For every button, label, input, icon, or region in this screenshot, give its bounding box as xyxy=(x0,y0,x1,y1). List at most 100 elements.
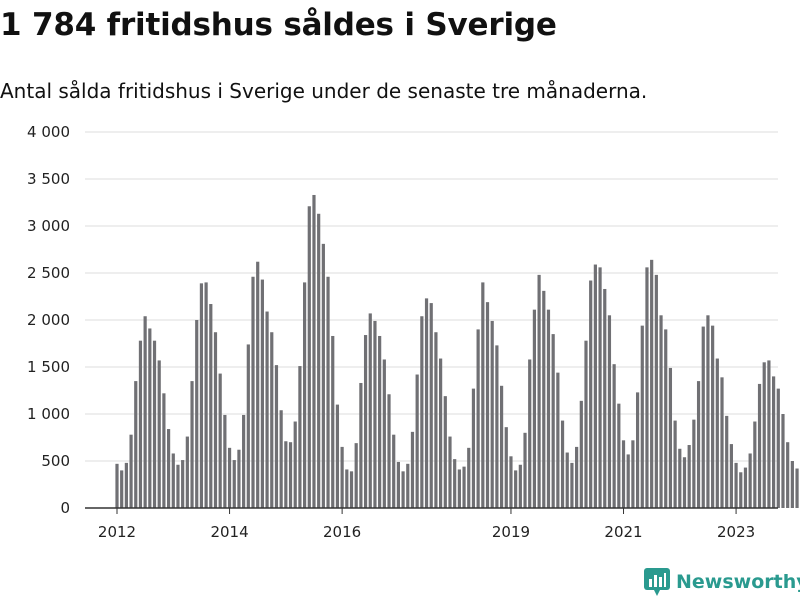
bar xyxy=(181,460,185,508)
bar xyxy=(767,360,771,508)
y-tick-label: 3 500 xyxy=(27,170,70,188)
bar xyxy=(195,320,199,508)
bar xyxy=(434,332,438,508)
bar xyxy=(575,446,579,508)
bar xyxy=(645,267,649,508)
bar xyxy=(640,325,644,508)
bar xyxy=(429,303,433,508)
bar xyxy=(359,382,363,508)
newsworthy-logo[interactable]: Newsworthy xyxy=(644,568,800,596)
bar xyxy=(331,335,335,508)
bar xyxy=(443,396,447,508)
bar xyxy=(382,359,386,508)
bar xyxy=(621,440,626,508)
bar xyxy=(401,471,405,508)
bar xyxy=(349,471,354,508)
bar xyxy=(406,463,410,508)
bar xyxy=(542,290,546,508)
x-tick-label: 2012 xyxy=(98,523,136,541)
bar xyxy=(213,332,218,508)
bar xyxy=(392,434,396,508)
bar xyxy=(631,440,635,508)
bar xyxy=(134,381,138,508)
bar xyxy=(415,374,419,508)
bar xyxy=(579,400,583,508)
bar xyxy=(162,393,166,508)
bar xyxy=(373,320,377,508)
bar xyxy=(692,419,696,508)
bar xyxy=(129,434,133,508)
bar xyxy=(490,320,494,508)
x-tick-label: 2014 xyxy=(210,523,248,541)
bar xyxy=(546,309,551,508)
bar xyxy=(279,410,283,508)
y-axis-labels: 0 500 1 000 1 500 2 000 2 500 3 000 3 500 4 000 xyxy=(27,123,70,517)
bar xyxy=(335,404,340,508)
bar xyxy=(743,467,748,508)
x-tick-label: 2021 xyxy=(604,523,642,541)
bar xyxy=(185,436,189,508)
bar xyxy=(612,364,616,508)
bar xyxy=(396,461,400,508)
chart-title: 1 784 fritidshus såldes i Sverige xyxy=(0,7,557,43)
x-axis: 2012201420162019202120232025 xyxy=(85,507,778,541)
bar xyxy=(152,340,157,508)
bar xyxy=(560,420,565,508)
bar xyxy=(457,469,461,508)
bar xyxy=(654,274,658,508)
bar xyxy=(725,415,729,508)
bar xyxy=(124,462,128,508)
bar xyxy=(312,194,316,509)
bar xyxy=(232,460,236,508)
bar xyxy=(284,441,288,508)
bar xyxy=(682,457,687,508)
bar xyxy=(115,463,119,508)
bar xyxy=(603,288,607,508)
bar xyxy=(556,372,560,508)
bar xyxy=(176,464,180,508)
bar xyxy=(485,302,490,508)
bar xyxy=(251,276,255,508)
bar xyxy=(293,421,297,508)
bar xyxy=(626,454,630,508)
y-tick-label: 2 500 xyxy=(27,264,70,282)
bar xyxy=(589,280,593,508)
bar xyxy=(256,261,260,508)
bar xyxy=(448,436,452,508)
bar xyxy=(518,464,522,508)
x-tick-label: 2016 xyxy=(323,523,361,541)
bar xyxy=(495,345,499,508)
bar xyxy=(138,340,143,508)
bar xyxy=(701,326,705,508)
bar xyxy=(664,329,668,508)
bar xyxy=(696,381,701,508)
bar xyxy=(274,365,279,508)
y-tick-label: 1 500 xyxy=(27,358,70,376)
bar xyxy=(321,243,325,509)
bar xyxy=(303,282,307,508)
bar xyxy=(476,329,480,508)
bar xyxy=(223,414,227,508)
bar xyxy=(363,335,368,508)
bar xyxy=(190,381,194,508)
bar xyxy=(776,388,780,508)
y-tick-label: 0 xyxy=(60,499,70,517)
bar xyxy=(739,472,743,508)
bar xyxy=(242,414,246,508)
chart-subtitle: Antal sålda fritidshus i Sverige under d… xyxy=(0,79,648,103)
bar xyxy=(260,279,264,508)
bar xyxy=(307,206,311,508)
bar xyxy=(790,461,794,508)
bar xyxy=(706,315,710,508)
bar xyxy=(345,469,349,508)
bar xyxy=(523,432,527,508)
bar xyxy=(570,462,574,508)
bar xyxy=(439,358,443,508)
bar xyxy=(711,325,715,508)
bar xyxy=(551,334,555,508)
bar xyxy=(453,459,457,508)
bar xyxy=(753,421,757,508)
bars xyxy=(115,194,799,509)
bar xyxy=(227,447,232,508)
bar xyxy=(786,442,790,508)
